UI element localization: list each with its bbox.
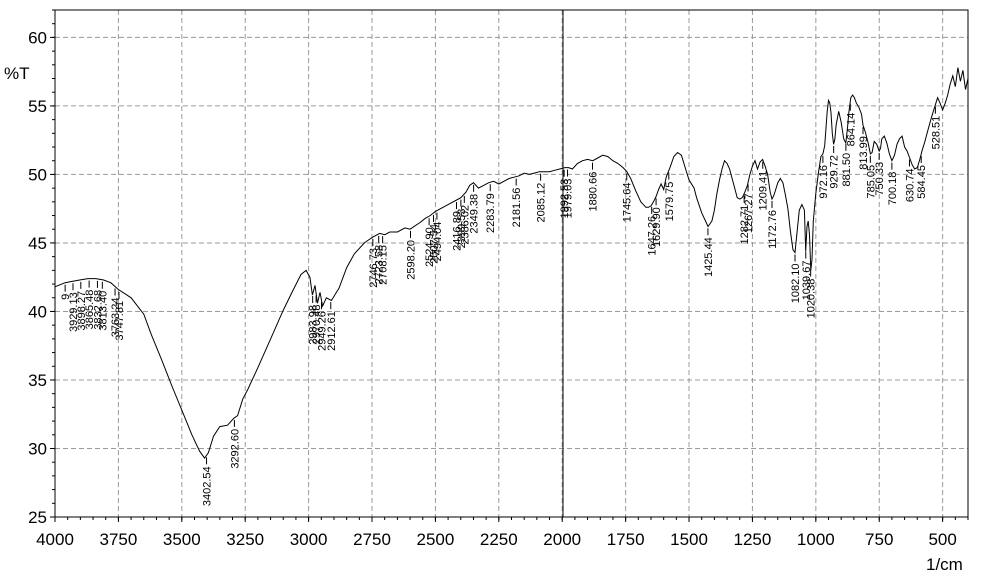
- peak-label: 1979.03: [563, 179, 575, 219]
- peak-label: 3813.40: [97, 291, 109, 331]
- peak-label: 813.99: [858, 136, 870, 170]
- peak-label: 3898.27: [76, 291, 88, 331]
- peak-label: 1745.64: [622, 183, 634, 223]
- peak-label: 2386.02: [459, 205, 471, 245]
- peak-label: 2416.89: [451, 211, 463, 251]
- peak-label: 3402.54: [202, 466, 214, 506]
- y-tick-label: 30: [28, 439, 47, 458]
- y-tick-label: 35: [28, 371, 47, 390]
- peak-label: 1880.66: [587, 172, 599, 212]
- peak-label: 2181.56: [511, 188, 523, 228]
- peak-label: 2949.26: [316, 311, 328, 351]
- x-tick-label: 750: [865, 530, 893, 549]
- y-axis-label: %T: [4, 64, 30, 83]
- peak-label: 785.05: [865, 165, 877, 199]
- peak-label: 1209.41: [758, 171, 770, 211]
- peak-label: 1020.38: [806, 279, 818, 319]
- peak-label: 3747.81: [114, 301, 126, 341]
- peak-label: 2970.48: [311, 304, 323, 344]
- peak-label: 929.72: [829, 155, 841, 189]
- peak-label: 2349.38: [469, 194, 481, 234]
- peak-label: 864.14: [845, 113, 857, 147]
- peak-label: 881.50: [841, 153, 853, 187]
- x-axis: 4000 3750 3500 3250 3000 2750 2500 2250 2000 1750…: [36, 517, 969, 549]
- x-tick-label: 3500: [163, 530, 201, 549]
- peak-label: 2723.58: [374, 245, 386, 285]
- x-tick-label: 3250: [226, 530, 264, 549]
- peak-label: 1425.44: [703, 237, 715, 277]
- x-tick-label: 1750: [607, 530, 645, 549]
- x-tick-label: 2500: [417, 530, 455, 549]
- peak-label: 750.33: [874, 162, 886, 196]
- peak-label: 9: [60, 294, 72, 300]
- grid: [54, 10, 968, 518]
- peak-label: 1082.10: [790, 264, 802, 304]
- peak-label: 584.45: [916, 165, 928, 199]
- x-tick-label: 2000: [543, 530, 581, 549]
- peak-label: 2283.79: [485, 193, 497, 233]
- peak-label: 3763.24: [110, 298, 122, 338]
- y-tick-label: 45: [28, 234, 47, 253]
- peak-label: 1172.76: [767, 210, 779, 249]
- x-tick-label: 3000: [290, 530, 328, 549]
- peak-label: 528.51: [930, 116, 942, 150]
- peak-label: 1629.90: [651, 207, 663, 247]
- peak-label: 2912.61: [326, 311, 338, 351]
- peak-label: 2399.53: [456, 209, 468, 249]
- x-tick-label: 4000: [36, 530, 74, 549]
- y-tick-label: 25: [28, 508, 47, 527]
- peak-label: 1039.67: [801, 261, 813, 301]
- x-tick-label: 1000: [797, 530, 835, 549]
- peak-label: 3832.68: [92, 290, 104, 330]
- x-tick-label: 1250: [734, 530, 772, 549]
- peak-label: 2085.12: [536, 183, 548, 223]
- peak-label: 2746.73: [368, 248, 380, 288]
- peak-label: 3865.48: [84, 290, 96, 330]
- y-tick-label: 50: [28, 165, 47, 184]
- peak-label: 700.18: [887, 172, 899, 206]
- peak-label: 2708.15: [378, 245, 390, 285]
- transmittance-series-line: [54, 67, 969, 459]
- y-axis: 25 30 35 40 45 50 55 60: [28, 9, 55, 527]
- plot-frame: [54, 9, 969, 518]
- peak-label: 2598.20: [406, 240, 418, 280]
- peak-label: 2507.54: [429, 224, 441, 264]
- peak-label: 3292.60: [229, 429, 241, 469]
- peak-label: 3929.13: [68, 292, 80, 332]
- peak-label: 1647.26: [647, 216, 659, 256]
- y-tick-label: 55: [28, 97, 47, 116]
- x-tick-label: 1500: [670, 530, 708, 549]
- peak-label: 1579.75: [664, 182, 676, 222]
- peak-label: 2494.04: [432, 222, 444, 262]
- peak-label: 630.74: [904, 168, 916, 202]
- y-tick-label: 60: [28, 28, 47, 47]
- peak-label: 1282.71: [739, 205, 751, 245]
- peak-label: 1992.53: [559, 179, 571, 219]
- peak-label: 2983.98: [308, 305, 320, 345]
- y-tick-label: 40: [28, 302, 47, 321]
- x-tick-label: 500: [928, 530, 956, 549]
- x-tick-label: 3750: [99, 530, 137, 549]
- x-tick-label: 2250: [480, 530, 518, 549]
- peak-label: 2524.90: [424, 227, 436, 267]
- peak-label: 1267.27: [743, 193, 755, 233]
- x-tick-label: 2750: [353, 530, 391, 549]
- peak-label: 972.16: [818, 165, 830, 199]
- x-axis-label: 1/cm: [926, 555, 963, 574]
